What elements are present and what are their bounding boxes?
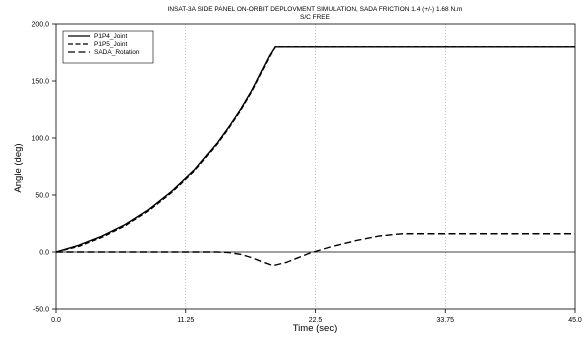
x-tick-label-4: 45.0 (568, 317, 582, 324)
y-tick-label-3: 100.0 (31, 136, 49, 143)
y-tick-label-4: 150.0 (31, 79, 49, 86)
x-tick-label-2: 22.5 (309, 317, 323, 324)
chart-title: INSAT-3A SIDE PANEL ON-ORBIT DEPLOVMENT … (168, 6, 463, 13)
series-line-p1p4-joint (55, 46, 575, 253)
x-tick-label-3: 33.75 (436, 317, 454, 324)
grid (185, 24, 446, 309)
chart-subtitle: S/C FREE (300, 14, 331, 21)
legend-label-2: SADA_Rotation (94, 49, 140, 56)
legend-label-0: P1P4_Joint (94, 33, 127, 40)
y-tick-label-2: 50.0 (35, 193, 49, 200)
y-tick-label-5: 200.0 (31, 22, 49, 29)
x-tick-label-0: 0.0 (51, 317, 61, 324)
series-lines (55, 46, 575, 267)
x-tick-label-1: 11.25 (177, 317, 194, 324)
y-axis-label: Angle (deg) (13, 143, 24, 192)
x-axis-label: Time (sec) (293, 323, 338, 334)
y-tick-label-1: 0.0 (39, 250, 49, 257)
series-line-p1p5-joint (55, 46, 575, 253)
series-line-sada-rotation (56, 233, 575, 267)
legend-label-1: P1P5_Joint (94, 41, 127, 48)
y-tick-label-0: -50.0 (33, 307, 49, 314)
